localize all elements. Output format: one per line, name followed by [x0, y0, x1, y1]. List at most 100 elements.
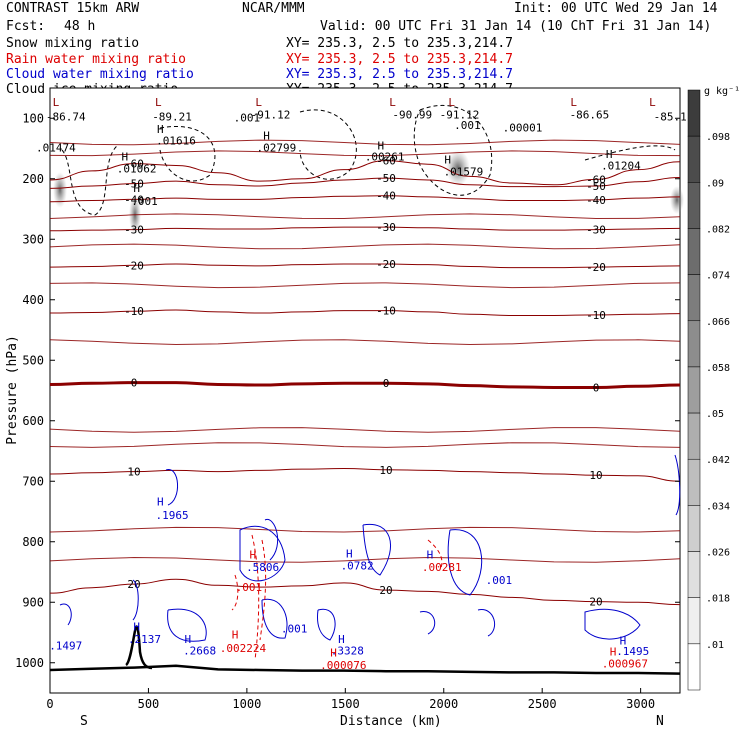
field-label: L	[448, 96, 455, 109]
field-label: H	[157, 123, 164, 136]
field-label: H	[444, 154, 451, 167]
temperature-contours: -60 -60-60-50 -50-50-40 -40 -40-30 -30 -30-20-…	[49, 139, 681, 609]
forecast-label: Fcst:	[6, 19, 45, 34]
colorbar-tick-label: .058	[706, 363, 730, 374]
field-label: .02799	[257, 142, 297, 155]
colorbar-tick-label: .026	[706, 548, 730, 559]
temperature-contour-label: -40	[124, 193, 144, 206]
temperature-contour-label: 20	[589, 596, 602, 609]
y-tick-label: 200	[22, 172, 44, 186]
field-label: H	[427, 549, 434, 562]
temperature-contour-label: 20	[127, 578, 140, 591]
colorbar-tick-label: .05	[706, 409, 724, 420]
temperature-contour	[49, 160, 681, 186]
temperature-contour	[49, 427, 681, 433]
temperature-contour	[49, 309, 681, 316]
temperature-contour-label: -10	[376, 305, 396, 318]
field-label: .001	[234, 111, 261, 124]
field-snow-xy: XY= 235.3, 2.5 to 235.3,214.7	[286, 36, 513, 51]
field-label: .01579	[444, 166, 484, 179]
temperature-contour-label: -50	[376, 172, 396, 185]
temperature-contour-label: 0	[131, 377, 138, 390]
field-label: H	[157, 495, 164, 508]
cloud-water-contour	[264, 519, 279, 561]
x-tick-label: 1500	[331, 697, 360, 711]
y-tick-label: 700	[22, 474, 44, 488]
temperature-contour-label: -20	[124, 259, 144, 272]
init-time: Init: 00 UTC Wed 29 Jan 14	[514, 1, 718, 16]
field-label: .01474	[36, 142, 76, 155]
temperature-contour-label: -30	[376, 221, 396, 234]
snow-shading-blob	[670, 186, 684, 214]
temperature-contour-label: -60	[124, 158, 144, 171]
colorbar-segment	[687, 274, 701, 322]
field-label: H	[133, 182, 140, 195]
field-label: L	[389, 96, 396, 109]
y-tick-label: 1000	[15, 656, 44, 670]
field-label: .3328	[331, 644, 364, 657]
temperature-contour	[49, 150, 681, 157]
colorbar-segment	[687, 89, 701, 137]
temperature-contour-label: -20	[586, 261, 606, 274]
rain-water-contour	[251, 534, 260, 661]
temperature-contour-label: 10	[379, 464, 392, 477]
temperature-contour-label: -40	[376, 190, 396, 203]
field-label: L	[570, 96, 577, 109]
temperature-contour	[49, 381, 681, 389]
snow-shading-blob	[53, 172, 67, 208]
plot-area	[49, 87, 681, 694]
field-label: .001	[454, 119, 481, 132]
field-label: .01616	[156, 134, 196, 147]
y-tick-label: 500	[22, 353, 44, 367]
cloud-water-contour	[447, 529, 483, 596]
snow-shading-blob	[446, 150, 470, 186]
rain-water-contour	[231, 574, 239, 611]
colorbar-tick-label: .082	[706, 224, 730, 235]
x-tick-label: 1000	[232, 697, 261, 711]
cloud-water-contour	[59, 603, 72, 626]
field-label: H	[249, 549, 256, 562]
temperature-contour-label: -10	[124, 305, 144, 318]
x-tick-label: 2000	[429, 697, 458, 711]
cloud-water-contour	[317, 608, 336, 641]
colorbar-segment	[687, 458, 701, 506]
cloud-water-contour	[167, 608, 207, 642]
colorbar-segment	[687, 597, 701, 645]
field-label: .2137	[128, 633, 161, 646]
field-label: H	[377, 140, 384, 153]
field-label: .001	[236, 581, 263, 594]
temperature-contour-label: -40	[586, 194, 606, 207]
field-cloud-water-xy: XY= 235.3, 2.5 to 235.3,214.7	[286, 67, 513, 82]
cloud-ice-contour	[413, 104, 493, 196]
cloud-ice-contour	[159, 126, 216, 182]
field-labels: L-86.74L-89.21L-91.12L-90.99L-91.12L-86.…	[36, 96, 687, 672]
colorbar-tick-label: .042	[706, 455, 730, 466]
temperature-contour-label: -60	[376, 155, 396, 168]
cloud-water-contour	[261, 598, 288, 639]
field-rain-xy: XY= 235.3, 2.5 to 235.3,214.7	[286, 52, 513, 67]
colorbar-segment	[687, 366, 701, 414]
temperature-contour	[49, 263, 681, 269]
cloud-water-contour	[584, 608, 641, 640]
temperature-contour-label: -60	[586, 173, 606, 186]
field-label: L	[53, 96, 60, 109]
colorbar-segment	[687, 182, 701, 229]
temperature-contour-label: 10	[127, 466, 140, 479]
temperature-contour	[49, 339, 681, 345]
cloud-water-contour	[132, 579, 139, 621]
rain-water-contours	[231, 534, 443, 661]
org-label: NCAR/MMM	[242, 1, 305, 16]
y-tick-label: 400	[22, 293, 44, 307]
field-rain-name: Rain water mixing ratio	[6, 52, 186, 67]
temperature-contour	[49, 557, 681, 563]
north-label: N	[656, 714, 664, 729]
colorbar-tick-label: .098	[706, 132, 730, 143]
field-label: .002224	[220, 642, 267, 655]
colorbar-segment	[687, 505, 701, 552]
snow-shading-layer	[53, 150, 684, 235]
cloud-ice-contour	[61, 144, 119, 216]
temperature-contour	[49, 243, 681, 250]
colorbar-segment	[687, 551, 701, 598]
temperature-contour-label: 0	[593, 381, 600, 394]
